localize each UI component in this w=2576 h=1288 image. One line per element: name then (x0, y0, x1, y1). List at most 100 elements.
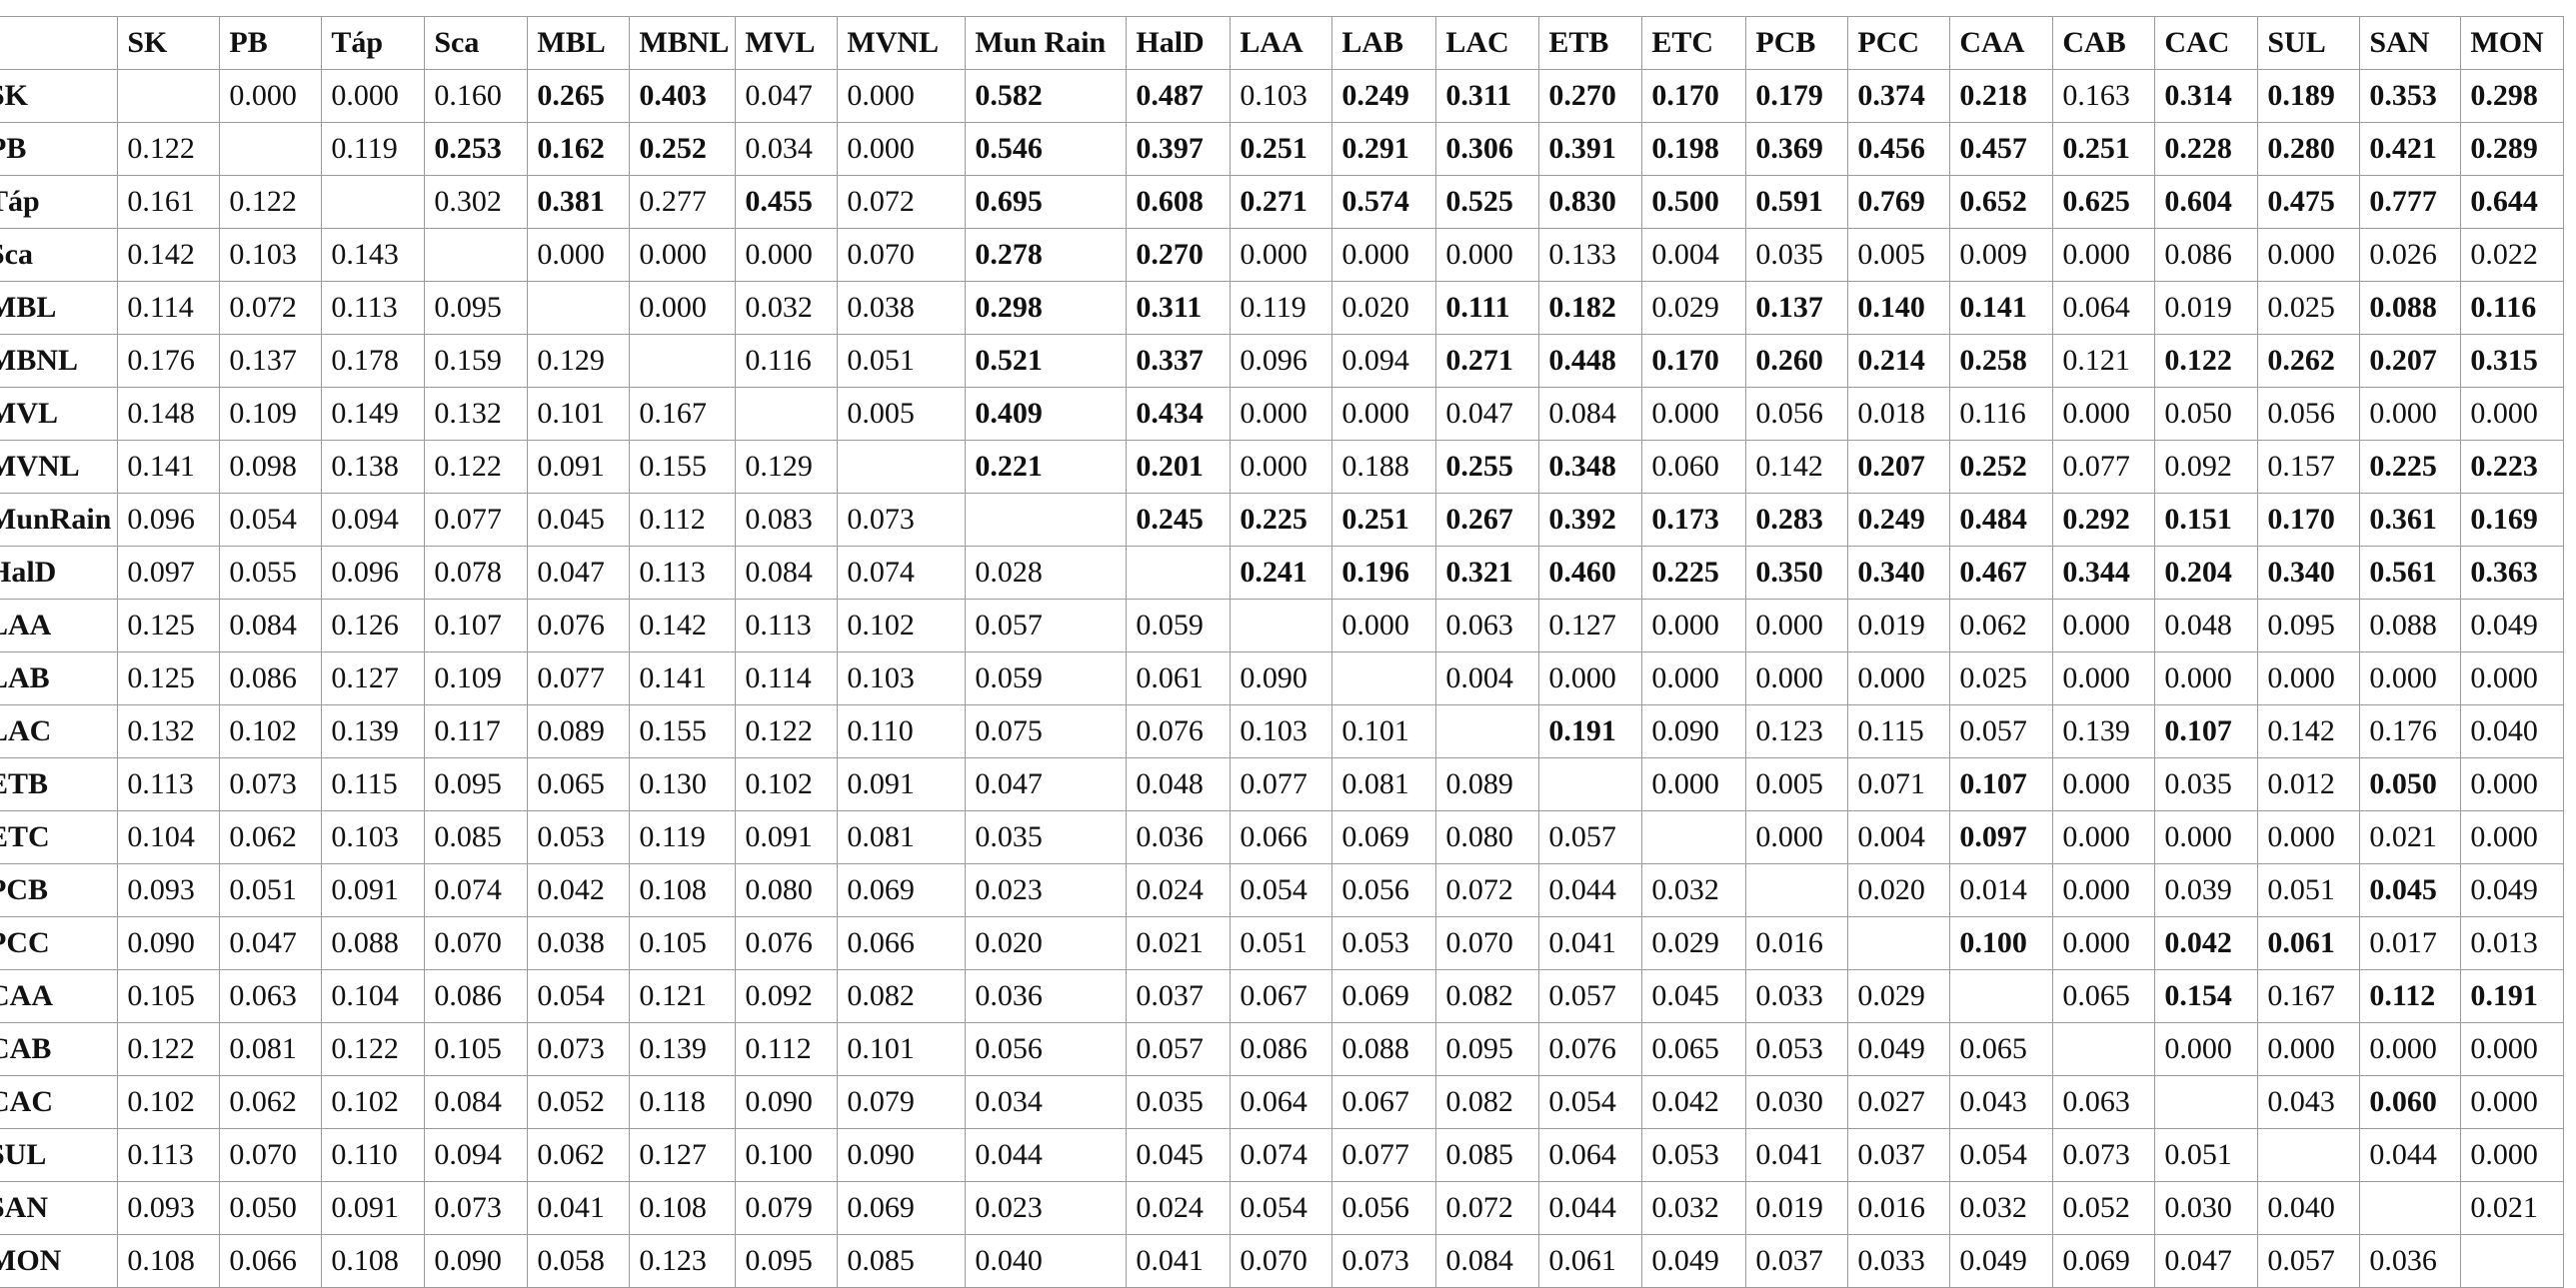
table-cell: 0.103 (837, 651, 967, 705)
table-cell: 0.448 (1538, 334, 1643, 388)
table-cell: 0.000 (1331, 228, 1437, 282)
row-label: CAC (0, 1075, 119, 1129)
table-cell: 0.043 (1949, 1075, 2054, 1129)
table-cell: 0.085 (1435, 1128, 1540, 1182)
table-cell: 0.000 (1230, 228, 1333, 282)
table-cell: 0.119 (321, 122, 426, 176)
table-cell: 0.179 (1745, 69, 1849, 123)
table-cell: 0.154 (2154, 969, 2259, 1023)
table-cell: 0.045 (527, 493, 631, 547)
table-cell: 0.060 (1641, 440, 1747, 494)
table-cell: 0.000 (2460, 810, 2565, 864)
table-cell: 0.311 (1435, 69, 1540, 123)
table-cell: 0.057 (965, 599, 1128, 652)
column-header: MVNL (837, 16, 967, 70)
table-cell: 0.137 (219, 334, 323, 388)
table-cell: 0.000 (2359, 1022, 2462, 1076)
table-cell: 0.116 (2460, 281, 2565, 335)
table-cell: 0.138 (321, 440, 426, 494)
table-cell: 0.065 (1949, 1022, 2054, 1076)
table-cell: 0.139 (2052, 704, 2156, 758)
table-cell: 0.141 (117, 440, 221, 494)
table-cell: 0.084 (219, 599, 323, 652)
table-cell: 0.029 (1641, 281, 1747, 335)
table-cell: 0.072 (1435, 863, 1540, 917)
table-cell: 0.107 (424, 599, 529, 652)
table-cell: 0.000 (1745, 810, 1849, 864)
table-cell: 0.084 (735, 546, 839, 600)
table-cell: 0.196 (1331, 546, 1437, 600)
table-cell: 0.024 (1126, 863, 1232, 917)
table-cell: 0.117 (424, 704, 529, 758)
table-cell: 0.038 (527, 916, 631, 970)
table-cell: 0.102 (117, 1075, 221, 1129)
table-cell: 0.000 (2052, 863, 2156, 917)
table-cell: 0.000 (837, 69, 967, 123)
table-cell: 0.085 (837, 1234, 967, 1288)
table-cell: 0.119 (1230, 281, 1333, 335)
table-cell: 0.076 (735, 916, 839, 970)
table-cell: 0.054 (527, 969, 631, 1023)
column-header: ETB (1538, 16, 1643, 70)
table-cell: 0.000 (735, 228, 839, 282)
table-cell: 0.025 (1949, 651, 2054, 705)
table-cell (1641, 810, 1747, 864)
table-cell: 0.000 (2257, 228, 2361, 282)
table-cell: 0.000 (1641, 757, 1747, 811)
table-cell: 0.088 (321, 916, 426, 970)
table-cell: 0.103 (1230, 69, 1333, 123)
table-cell: 0.096 (1230, 334, 1333, 388)
table-cell: 0.039 (2154, 863, 2259, 917)
row-label: Táp (0, 175, 119, 229)
table-cell: 0.546 (965, 122, 1128, 176)
table-cell: 0.090 (424, 1234, 529, 1288)
table-row: MBL0.1140.0720.1130.0950.0000.0320.0380.… (0, 281, 2565, 335)
table-cell: 0.249 (1331, 69, 1437, 123)
table-cell: 0.267 (1435, 493, 1540, 547)
table-cell (2460, 1234, 2565, 1288)
table-cell: 0.074 (1230, 1128, 1333, 1182)
table-cell: 0.053 (1331, 916, 1437, 970)
table-cell: 0.077 (1230, 757, 1333, 811)
table-cell: 0.058 (527, 1234, 631, 1288)
table-cell: 0.064 (2052, 281, 2156, 335)
table-cell: 0.017 (2359, 916, 2462, 970)
table-cell: 0.045 (1641, 969, 1747, 1023)
table-cell: 0.016 (1745, 916, 1849, 970)
table-cell: 0.127 (1538, 599, 1643, 652)
table-cell: 0.044 (2359, 1128, 2462, 1182)
table-row: MBNL0.1760.1370.1780.1590.1290.1160.0510… (0, 334, 2565, 388)
column-header: SAN (2359, 16, 2462, 70)
table-cell: 0.000 (1230, 440, 1333, 494)
table-cell: 0.036 (2359, 1234, 2462, 1288)
table-cell: 0.050 (219, 1181, 323, 1235)
row-label: LAA (0, 599, 119, 652)
table-cell: 0.075 (965, 704, 1128, 758)
table-cell: 0.090 (837, 1128, 967, 1182)
table-cell: 0.122 (117, 122, 221, 176)
table-cell: 0.074 (837, 546, 967, 600)
table-cell: 0.033 (1745, 969, 1849, 1023)
table-cell: 0.097 (117, 546, 221, 600)
table-cell: 0.000 (2052, 916, 2156, 970)
table-cell: 0.041 (1126, 1234, 1232, 1288)
column-header: CAA (1949, 16, 2054, 70)
table-cell: 0.251 (1331, 493, 1437, 547)
table-cell: 0.041 (1538, 916, 1643, 970)
table-cell: 0.397 (1126, 122, 1232, 176)
table-cell: 0.067 (1230, 969, 1333, 1023)
table-row: SK0.0000.0000.1600.2650.4030.0470.0000.5… (0, 69, 2565, 123)
table-cell: 0.047 (219, 916, 323, 970)
table-cell: 0.056 (965, 1022, 1128, 1076)
table-cell: 0.249 (1847, 493, 1951, 547)
table-cell: 0.026 (2359, 228, 2462, 282)
table-cell: 0.125 (117, 651, 221, 705)
table-cell: 0.029 (1641, 916, 1747, 970)
table-cell: 0.298 (965, 281, 1128, 335)
table-cell: 0.148 (117, 387, 221, 441)
column-header: PCB (1745, 16, 1849, 70)
table-cell: 0.081 (837, 810, 967, 864)
table-row: ETB0.1130.0730.1150.0950.0650.1300.1020.… (0, 757, 2565, 811)
table-cell: 0.032 (1641, 863, 1747, 917)
